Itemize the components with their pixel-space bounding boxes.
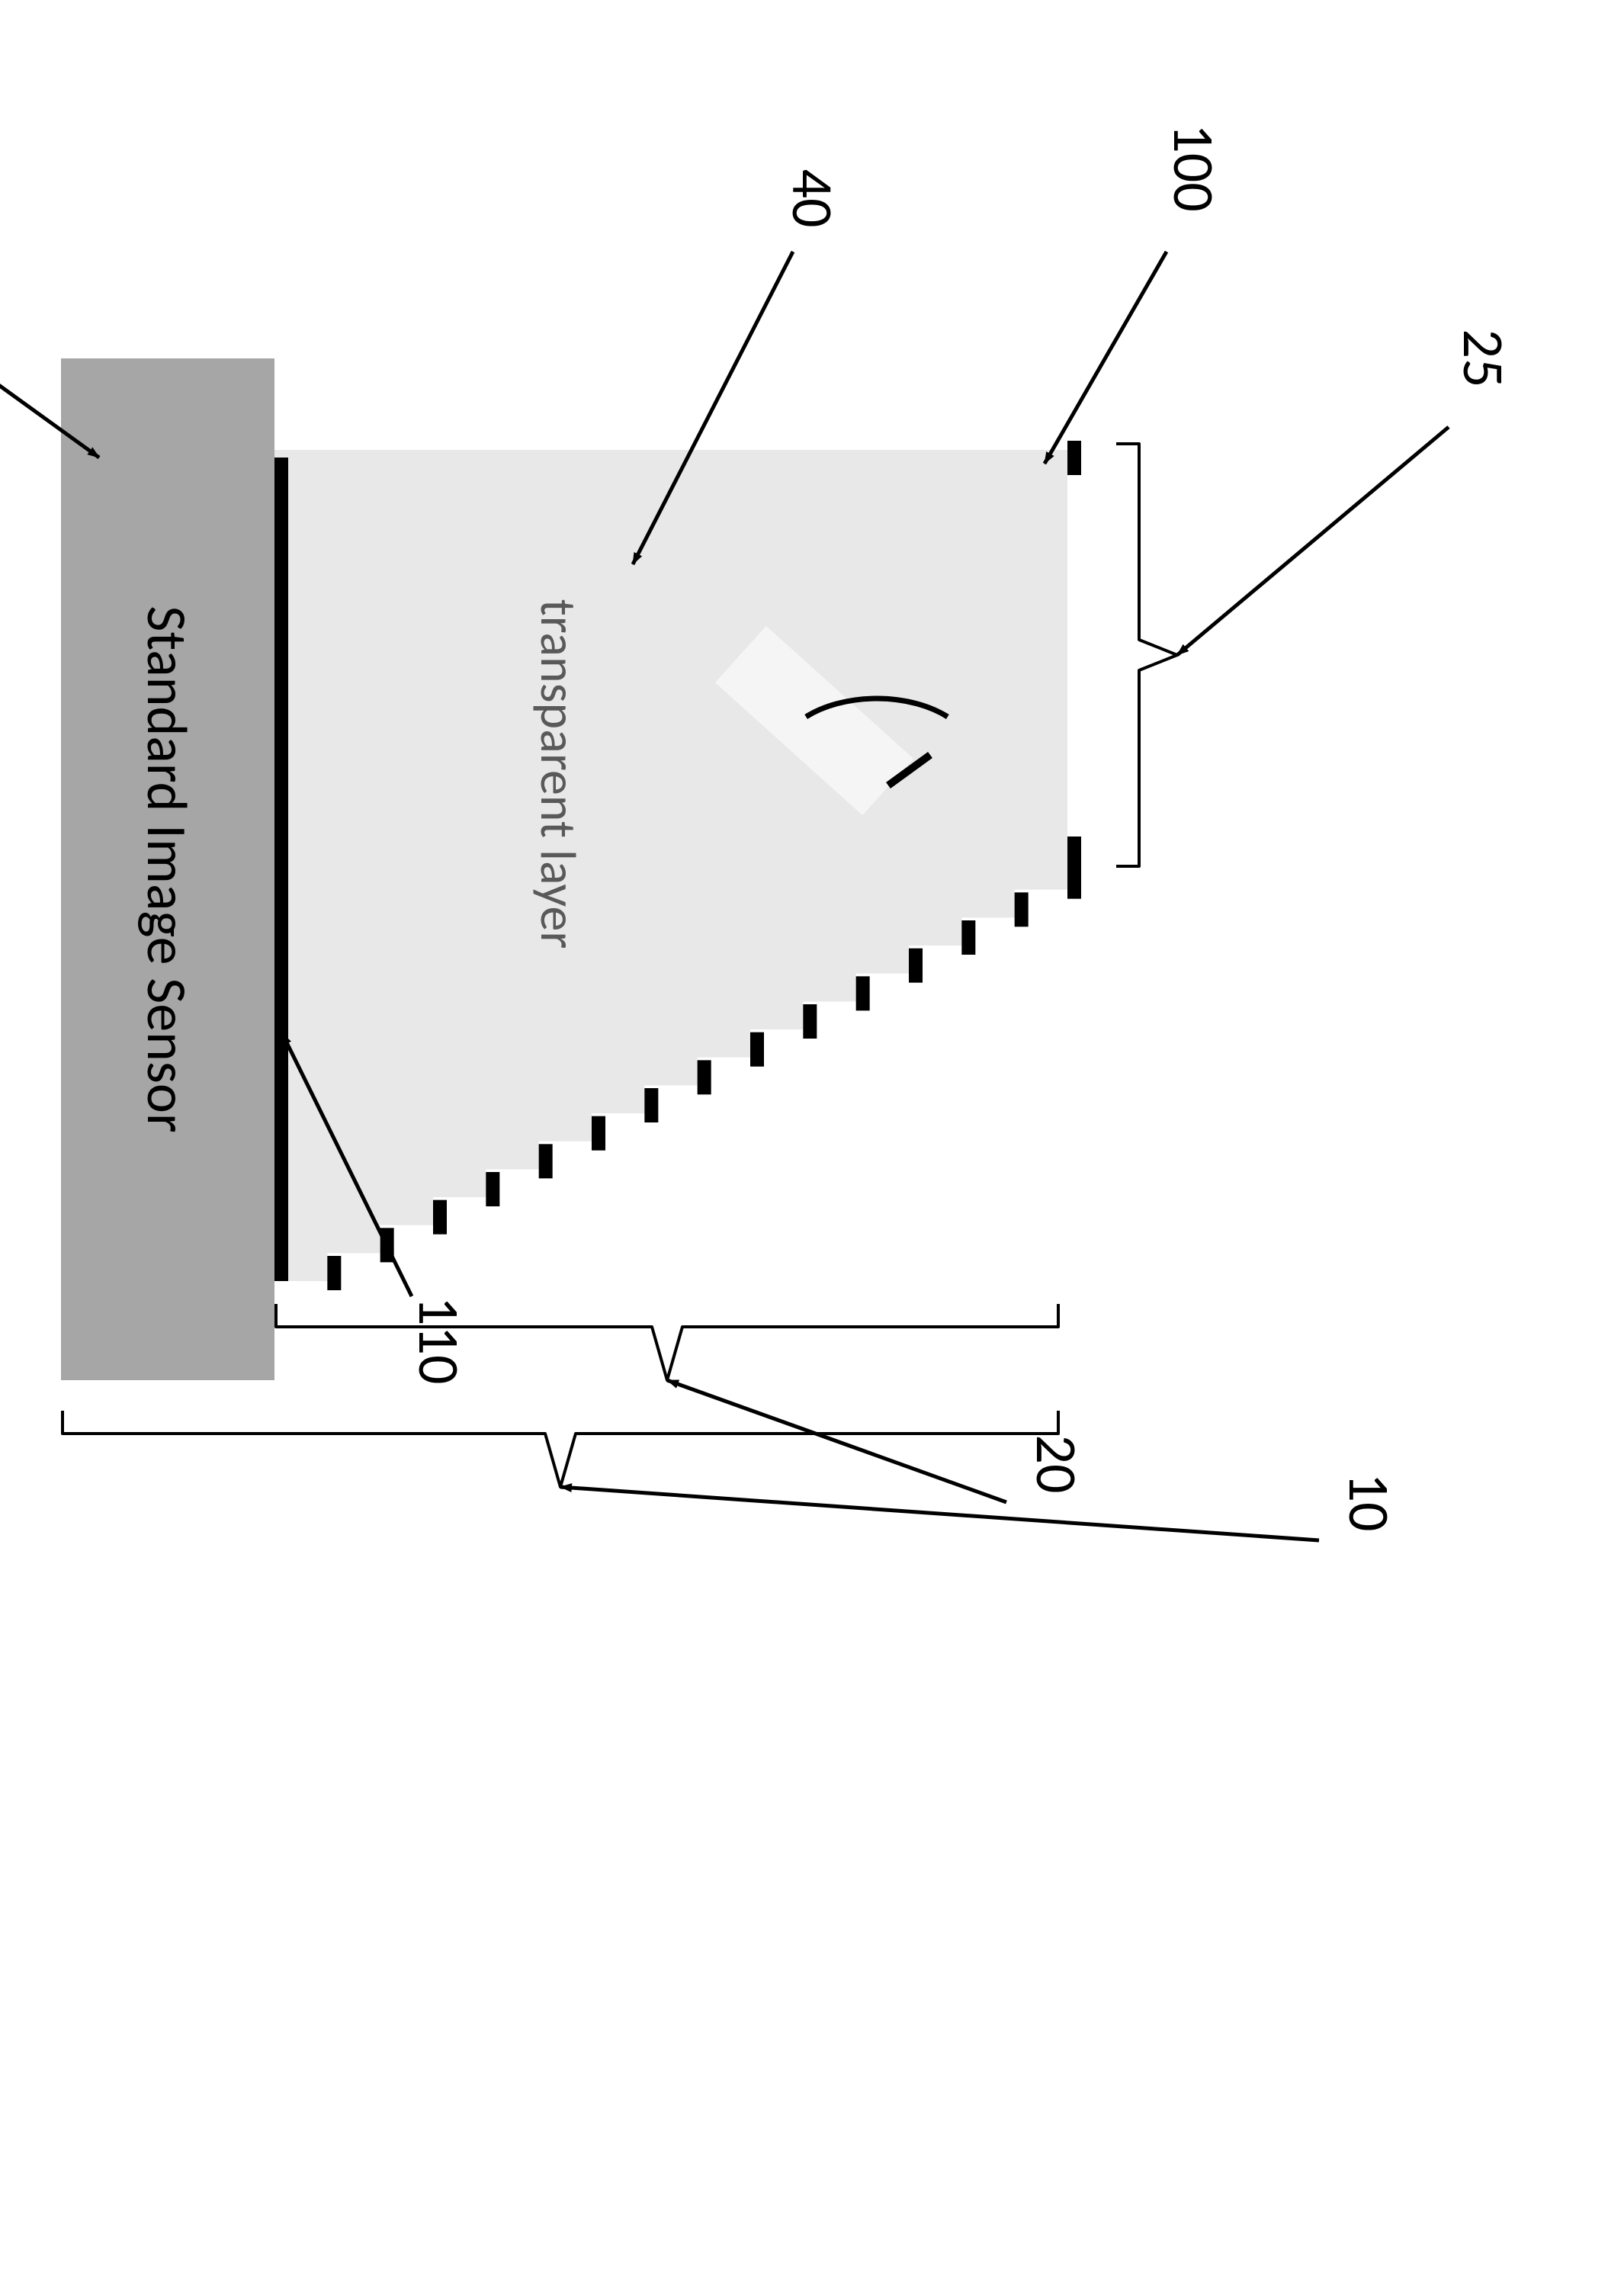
bracket-25 bbox=[1116, 444, 1177, 866]
ref-label-l10: 10 bbox=[1334, 1472, 1404, 1531]
leader-20 bbox=[667, 1380, 1006, 1502]
aperture-bar bbox=[856, 976, 870, 1010]
dark-band bbox=[274, 458, 288, 1281]
aperture-bar bbox=[961, 920, 975, 955]
ref-label-l100: 100 bbox=[1158, 124, 1228, 212]
aperture-bar bbox=[698, 1060, 711, 1094]
ref-label-l20: 20 bbox=[1021, 1434, 1091, 1493]
aperture-bar bbox=[433, 1200, 447, 1235]
transparent-layer bbox=[274, 450, 1067, 1281]
ref-label-l110: 110 bbox=[403, 1296, 473, 1385]
aperture-bar bbox=[327, 1256, 341, 1290]
sensor-label: Standard Image Sensor bbox=[133, 605, 201, 1132]
aperture-bar bbox=[803, 1004, 817, 1039]
aperture-bar bbox=[1067, 865, 1081, 899]
leader-25 bbox=[1177, 427, 1449, 655]
ref-label-l40: 40 bbox=[777, 169, 847, 227]
aperture-bar bbox=[1015, 892, 1029, 926]
bracket-20 bbox=[276, 1304, 1058, 1380]
transparent-layer-label: transparent layer bbox=[528, 599, 589, 949]
bracket-10 bbox=[63, 1411, 1058, 1487]
aperture-bar bbox=[1067, 441, 1081, 475]
leader-100 bbox=[1045, 252, 1167, 464]
aperture-bar bbox=[592, 1116, 605, 1151]
aperture-bar bbox=[750, 1032, 764, 1067]
leader-10 bbox=[560, 1487, 1319, 1540]
aperture-bar bbox=[486, 1172, 499, 1206]
figure-rotated-group: Standard Image Sensor transparent layer 25… bbox=[0, 124, 1518, 1540]
ref-label-l25: 25 bbox=[1448, 329, 1518, 387]
aperture-bar bbox=[909, 949, 923, 983]
aperture-bar bbox=[644, 1088, 658, 1122]
aperture-bar bbox=[539, 1144, 553, 1178]
